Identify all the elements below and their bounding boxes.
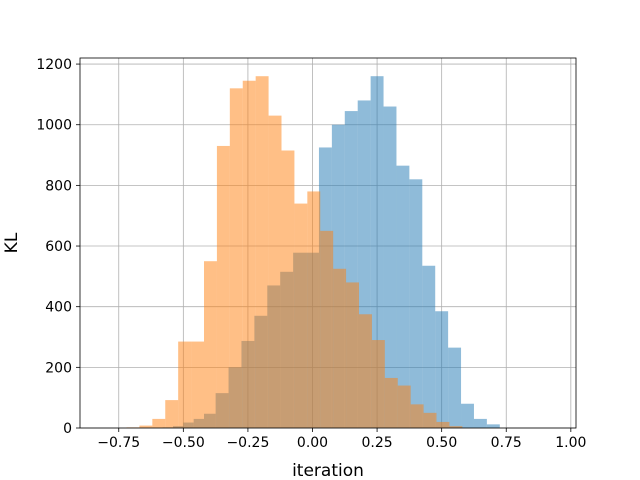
histogram-bar-series-1: [396, 165, 410, 428]
histogram-bar-series-2: [191, 341, 204, 428]
y-tick-label: 800: [45, 178, 72, 194]
histogram-bar-series-2: [397, 385, 411, 428]
histogram-bar-series-2: [423, 412, 437, 428]
histogram-bar-series-2: [229, 88, 243, 428]
x-tick-label: 0.25: [361, 435, 392, 451]
histogram-bar-series-2: [255, 76, 269, 429]
x-tick-label: −0.50: [162, 435, 205, 451]
y-tick-label: 400: [45, 300, 72, 316]
y-tick-label: 0: [63, 421, 72, 437]
x-tick-label: 0.75: [491, 435, 522, 451]
histogram-bar-series-1: [461, 403, 474, 428]
histogram-bar-series-2: [268, 115, 282, 428]
x-axis-ticks: −0.75 −0.50 −0.25 0.00 0.25 0.50 0.75 1.00: [97, 428, 586, 451]
histogram-bar-series-2: [371, 340, 385, 428]
histogram-bar-series-1: [486, 424, 500, 428]
histogram-bar-series-2: [449, 426, 463, 428]
x-axis-title: iteration: [292, 461, 364, 480]
histogram-bar-series-2: [294, 203, 308, 428]
histogram-bar-series-2: [359, 314, 372, 428]
histogram-bar-series-2: [178, 341, 192, 428]
histogram-bars: [126, 76, 500, 429]
histogram-bar-series-2: [320, 230, 334, 428]
x-tick-label: 1.00: [555, 435, 586, 451]
y-axis-ticks: 0 200 400 600 800 1000 1200: [36, 57, 80, 437]
histogram-bar-series-2: [139, 425, 153, 428]
histogram-bar-series-2: [410, 404, 424, 428]
y-tick-label: 200: [45, 360, 72, 376]
histogram-bar-series-2: [384, 377, 398, 428]
y-axis-title: KL: [2, 232, 22, 253]
histogram-bar-series-2: [165, 400, 179, 428]
histogram-bar-series-2: [281, 150, 295, 428]
y-tick-label: 1200: [36, 57, 72, 73]
y-tick-label: 600: [45, 239, 72, 255]
x-tick-label: 0.00: [297, 435, 328, 451]
histogram-bar-series-2: [152, 418, 166, 428]
histogram-bar-series-1: [422, 265, 436, 428]
histogram-bar-series-1: [473, 418, 487, 428]
histogram-bar-series-2: [307, 191, 321, 428]
axes-frame: [79, 57, 577, 429]
histogram-bar-series-1: [448, 347, 462, 428]
histogram-bar-series-2: [436, 421, 450, 428]
histogram-bar-series-2: [216, 145, 230, 429]
histogram-bar-series-2: [333, 268, 347, 428]
x-tick-label: −0.75: [97, 435, 140, 451]
histogram-bar-series-1: [409, 179, 423, 428]
x-tick-label: 0.50: [426, 435, 457, 451]
y-tick-label: 1000: [36, 118, 72, 134]
histogram-bar-series-1: [383, 106, 397, 428]
x-tick-label: −0.25: [226, 435, 269, 451]
histogram-bar-series-1: [435, 311, 449, 428]
histogram-bar-series-2: [204, 261, 217, 428]
histogram-bar-series-2: [346, 282, 359, 428]
histogram-bar-series-2: [242, 80, 256, 428]
